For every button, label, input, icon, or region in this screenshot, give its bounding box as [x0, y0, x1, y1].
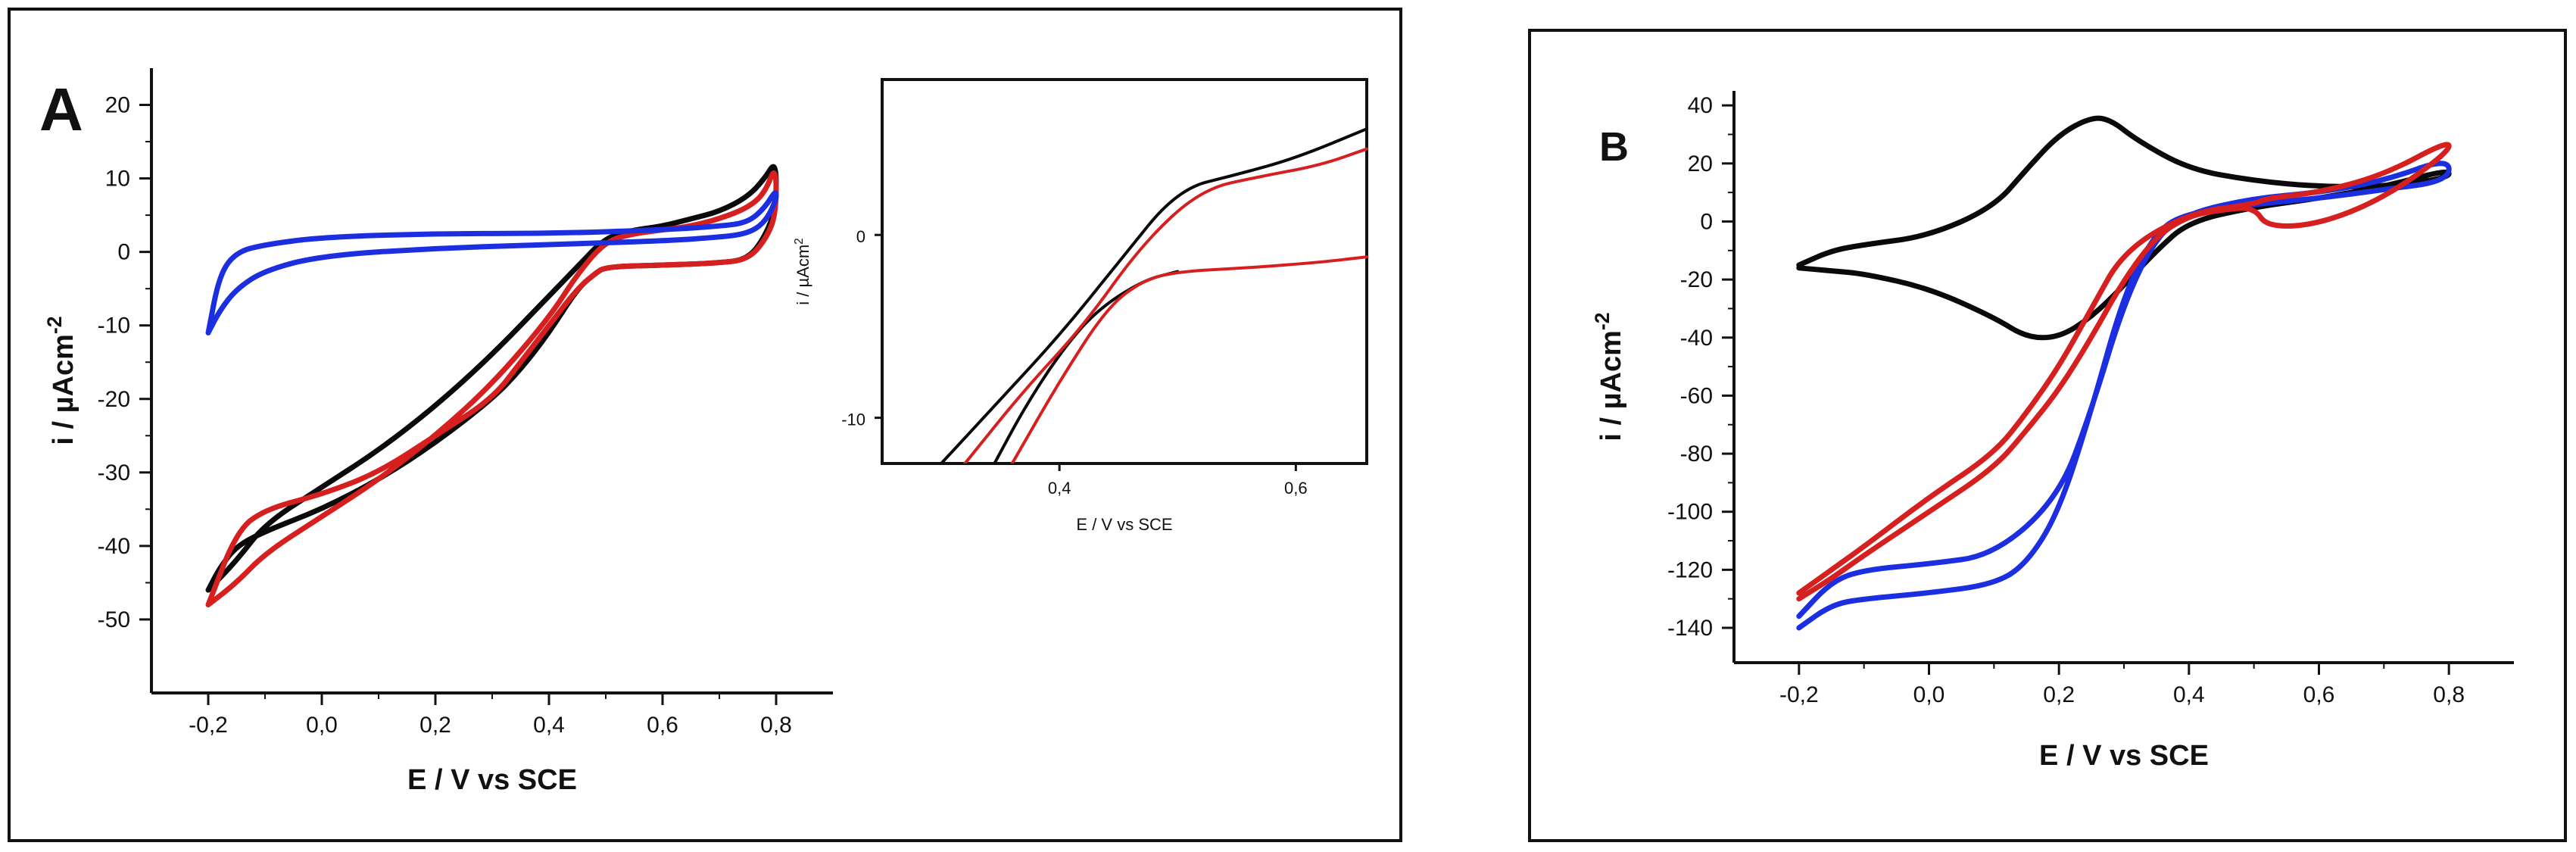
panel-b-y-axis-title-superscript: -2	[1591, 312, 1614, 330]
panel-b-letter: B	[1599, 124, 1629, 170]
panel-a-x-tick-label: -0,2	[189, 713, 228, 738]
inset-voltammogram-curve	[940, 127, 1368, 463]
panel-b-x-axis-title: E / V vs SCE	[2039, 740, 2209, 772]
inset-x-tick-label: 0,6	[1284, 479, 1308, 498]
inset-voltammogram-curve	[963, 147, 1368, 463]
panel-b-frame	[1528, 29, 2567, 842]
panel-b-y-tick-label: -60	[1680, 383, 1713, 408]
panel-a-x-tick-label: 0,8	[760, 713, 792, 738]
panel-a-x-tick-label: 0,4	[533, 713, 565, 738]
inset-y-axis-title: i / µAcm2	[793, 238, 813, 304]
panel-a-x-axis-title: E / V vs SCE	[407, 764, 577, 796]
panel-a-letter: A	[39, 76, 83, 143]
panel-a-y-tick-label: 10	[105, 167, 130, 192]
panel-a-y-axis-title: i / µAcm-2	[43, 316, 80, 445]
panel-b-y-tick-label: -40	[1680, 326, 1713, 351]
panel-a-y-tick-label: -40	[98, 534, 130, 559]
panel-a-x-tick-label: 0,6	[647, 713, 678, 738]
inset-x-axis-title: E / V vs SCE	[1076, 515, 1172, 534]
panel-a-y-tick-label: -20	[98, 387, 130, 412]
panel-a-plot: 20 10 0 -10 -20 -30 -40 -50 -0,2 0,0 0,2 0,4 0,6 0,8 E…	[43, 68, 833, 796]
inset-voltammogram-curve	[1010, 255, 1368, 463]
panel-a-y-tick-label: 0	[117, 240, 130, 265]
inset-x-tick-label: 0,4	[1048, 479, 1071, 498]
panel-b-curves	[1796, 115, 2452, 631]
panel-b-y-tick-label: -20	[1680, 267, 1713, 292]
panel-b-plot: 40 20 0 -20 -40 -60 -80 -100 -120 -140 -0,2 0,0 0,2 0…	[1591, 91, 2514, 772]
panel-b-y-tick-label: 40	[1688, 93, 1713, 118]
panel-b-y-tick-label: -80	[1680, 442, 1713, 467]
panel-b-x-tick-label: 0,8	[2433, 682, 2465, 707]
inset-y-axis-title-main: i / µAcm	[794, 245, 812, 305]
inset-y-tick-label: 0	[856, 227, 865, 246]
panel-b-y-tick-label: -120	[1667, 557, 1713, 582]
panel-b-y-tick-label: 0	[1700, 209, 1713, 234]
panel-b-y-axis-title-main: i / µAcm	[1595, 330, 1627, 442]
panel-a-y-axis-title-superscript: -2	[43, 316, 66, 334]
panel-a-y-tick-label: -50	[98, 607, 130, 632]
panel-a-voltammogram-curve	[205, 190, 779, 335]
inset-voltammogram-curve	[993, 270, 1180, 463]
panel-b-x-tick-label: 0,4	[2173, 682, 2205, 707]
panel-a-x-tick-label: 0,0	[306, 713, 338, 738]
panel-a-x-tick-label: 0,2	[419, 713, 451, 738]
panel-b-y-tick-label: -140	[1667, 616, 1713, 641]
panel-b-x-tick-label: 0,0	[1913, 682, 1945, 707]
panel-b-y-axis-title: i / µAcm-2	[1591, 312, 1627, 441]
panel-a-frame	[8, 8, 1402, 842]
panel-a-y-tick-label: -10	[98, 314, 130, 339]
panel-b-y-tick-label: -100	[1667, 500, 1713, 525]
panel-b-x-tick-label: 0,6	[2303, 682, 2335, 707]
panel-a-y-tick-label: -30	[98, 460, 130, 485]
panel-a-y-tick-label: 20	[105, 93, 130, 118]
panel-a-curves	[205, 164, 779, 607]
panel-b-voltammogram-curve	[1796, 161, 2452, 631]
panel-b-x-tick-label: 0,2	[2043, 682, 2075, 707]
inset-y-tick-label: -10	[841, 410, 865, 429]
inset-plot-frame	[881, 78, 1368, 465]
panel-b-x-tick-label: -0,2	[1779, 682, 1819, 707]
inset-curves	[940, 127, 1368, 463]
panel-b-y-tick-label: 20	[1688, 151, 1713, 176]
panel-a-y-axis-title-main: i / µAcm	[48, 334, 80, 445]
inset-y-axis-title-superscript: 2	[793, 238, 806, 245]
panel-a-inset-plot: 0 -10 0,4 0,6 E / V vs SCE i / µAcm2	[793, 78, 1368, 534]
panel-b-voltammogram-curve	[1796, 142, 2452, 602]
panel-a-voltammogram-curve	[205, 170, 779, 607]
